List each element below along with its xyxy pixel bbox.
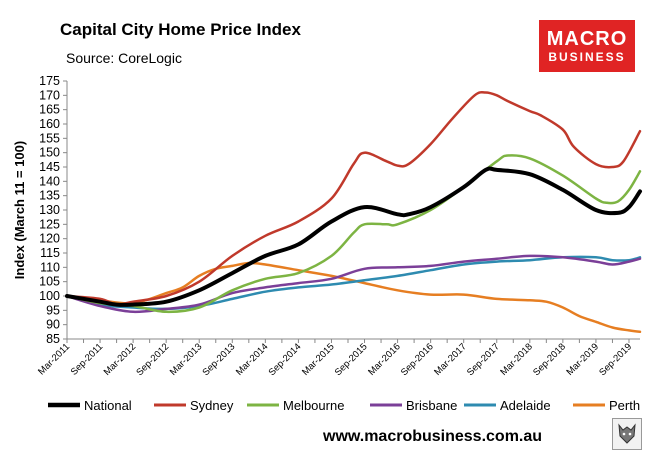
x-tick-label: Mar-2016 (366, 341, 403, 378)
y-tick-label: 130 (39, 203, 60, 217)
y-tick-label: 140 (39, 174, 60, 188)
y-tick-label: 160 (39, 117, 60, 131)
y-tick-label: 165 (39, 103, 60, 117)
y-tick-label: 100 (39, 289, 60, 303)
y-tick-label: 135 (39, 189, 60, 203)
y-tick-label: 85 (46, 332, 60, 346)
y-tick-label: 105 (39, 275, 60, 289)
y-tick-label: 90 (46, 318, 60, 332)
legend-label-national: National (84, 398, 132, 413)
macrobusiness-logo: MACRO BUSINESS (539, 20, 635, 72)
x-tick-label: Sep-2016 (399, 341, 436, 378)
y-tick-label: 145 (39, 160, 60, 174)
legend-label-perth: Perth (609, 398, 640, 413)
chart-legend: National Sydney Melbourne Brisbane Adelaide P… (48, 398, 640, 413)
logo-text-business: BUSINESS (548, 50, 626, 64)
x-tick-label: Sep-2019 (597, 341, 634, 378)
y-tick-label: 120 (39, 232, 60, 246)
logo-text-macro: MACRO (546, 28, 628, 50)
series-line-melbourne (65, 154, 642, 314)
legend-label-adelaide: Adelaide (500, 398, 551, 413)
y-tick-label: 150 (39, 146, 60, 160)
legend-label-melbourne: Melbourne (283, 398, 344, 413)
y-tick-label: 125 (39, 217, 60, 231)
y-axis-title: Index (March 11 = 100) (12, 141, 27, 279)
y-tick-label: 175 (39, 74, 60, 88)
x-tick-label: Sep-2018 (531, 341, 568, 378)
x-tick-label: Mar-2015 (300, 341, 337, 378)
x-tick-label: Mar-2012 (102, 341, 139, 378)
series-line-perth (65, 261, 642, 334)
x-tick-label: Mar-2011 (36, 341, 72, 377)
x-tick-label: Mar-2019 (565, 341, 602, 378)
legend-label-sydney: Sydney (190, 398, 234, 413)
x-tick-label: Sep-2013 (200, 341, 237, 378)
chart-series (65, 91, 642, 334)
y-tick-label: 115 (40, 246, 60, 260)
y-tick-label: 155 (39, 131, 60, 145)
y-tick-label: 170 (39, 88, 60, 102)
x-tick-label: Sep-2011 (69, 341, 105, 377)
chart-source: Source: CoreLogic (66, 50, 182, 66)
x-tick-label: Sep-2012 (134, 341, 171, 378)
x-tick-label: Mar-2014 (234, 341, 271, 378)
series-line-sydney (65, 91, 642, 306)
x-tick-label: Mar-2013 (168, 341, 205, 378)
footer-url[interactable]: www.macrobusiness.com.au (323, 428, 543, 445)
x-tick-label: Sep-2015 (333, 341, 370, 378)
x-tick-label: Mar-2017 (432, 341, 469, 378)
y-tick-label: 95 (46, 303, 60, 317)
series-line-brisbane (65, 254, 642, 314)
chart-title: Capital City Home Price Index (60, 20, 301, 39)
mascot-icon (612, 418, 642, 450)
legend-label-brisbane: Brisbane (406, 398, 457, 413)
series-line-adelaide (65, 255, 642, 311)
x-tick-label: Sep-2017 (465, 341, 502, 378)
x-tick-label: Sep-2014 (267, 341, 304, 378)
series-line-national (65, 166, 642, 307)
x-tick-label: Mar-2018 (498, 341, 535, 378)
y-tick-label: 110 (40, 260, 60, 274)
